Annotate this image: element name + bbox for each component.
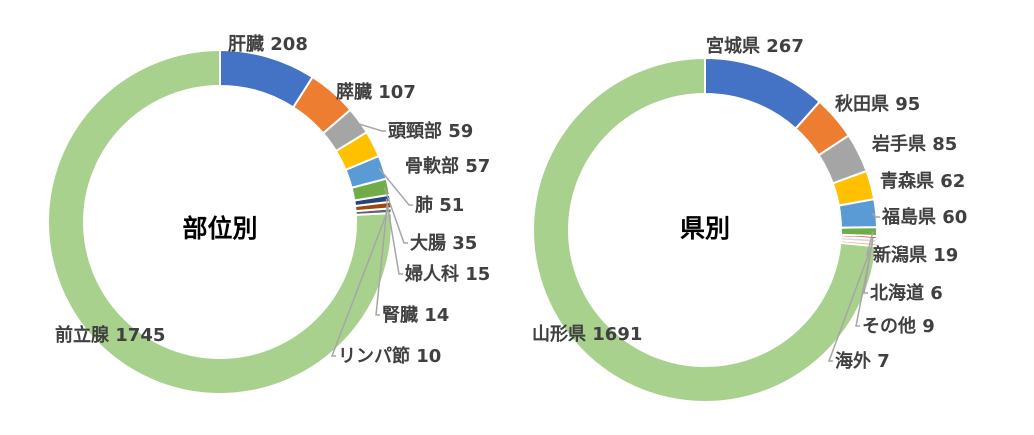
leader-line-pref-8 xyxy=(827,244,874,362)
data-label-pref-5: 新潟県 19 xyxy=(873,244,958,266)
donut-chart-by-prefecture: 県別 宮城県 267 秋田県 95 岩手県 85 青森県 62 福島県 60 新潟県 19… xyxy=(532,35,967,403)
data-label-site-2: 頭頸部 59 xyxy=(388,120,473,142)
leader-line-site-8 xyxy=(330,210,389,357)
data-label-pref-3: 青森県 62 xyxy=(880,170,965,192)
leader-line-site-4 xyxy=(378,167,413,206)
data-label-site-0: 肝臓 208 xyxy=(228,34,308,55)
leader-line-site-2 xyxy=(355,122,386,132)
donut-chart-by-site: 部位別 肝臓 208 膵臓 107 頭頸部 59 骨軟部 57 肺 51 大腸 35 婦人科… xyxy=(47,34,490,395)
slice-pref-4 xyxy=(837,197,878,229)
slice-site-0 xyxy=(219,48,314,109)
leader-line-pref-4 xyxy=(871,212,880,218)
data-label-pref-2: 岩手県 85 xyxy=(871,133,957,155)
data-label-pref-8: 海外 7 xyxy=(835,350,890,372)
slice-pref-0 xyxy=(704,56,821,130)
slice-site-5 xyxy=(350,177,391,202)
data-label-pref-7: その他 9 xyxy=(862,315,935,337)
chart-title-by-prefecture: 県別 xyxy=(680,214,730,243)
slice-site-4 xyxy=(344,154,388,189)
data-label-pref-4: 福島県 60 xyxy=(881,206,967,228)
data-label-site-8: リンパ節 10 xyxy=(338,345,441,367)
leader-line-pref-7 xyxy=(855,240,874,327)
slice-site-3 xyxy=(334,130,381,172)
data-label-pref-1: 秋田県 95 xyxy=(835,93,920,115)
slice-site-9 xyxy=(47,48,393,395)
data-label-site-7: 腎臓 14 xyxy=(382,305,449,326)
data-label-site-6: 婦人科 15 xyxy=(404,263,490,285)
data-label-pref-0: 宮城県 267 xyxy=(706,35,804,57)
slice-pref-9 xyxy=(532,56,878,403)
data-label-site-9: 前立腺 1745 xyxy=(55,324,165,346)
data-label-pref-6: 北海道 6 xyxy=(870,282,943,304)
slice-site-2 xyxy=(321,108,369,153)
leader-line-site-7 xyxy=(375,205,388,316)
data-label-site-4: 肺 51 xyxy=(415,195,464,216)
data-label-site-1: 膵臓 107 xyxy=(335,81,416,103)
leader-line-site-6 xyxy=(385,198,403,275)
data-label-site-3: 骨軟部 57 xyxy=(405,155,490,177)
slice-site-1 xyxy=(291,75,352,135)
data-label-site-5: 大腸 35 xyxy=(410,232,477,254)
leader-line-site-5 xyxy=(383,187,408,244)
data-label-pref-9: 山形県 1691 xyxy=(532,324,642,345)
chart-title-by-site: 部位別 xyxy=(182,214,257,243)
